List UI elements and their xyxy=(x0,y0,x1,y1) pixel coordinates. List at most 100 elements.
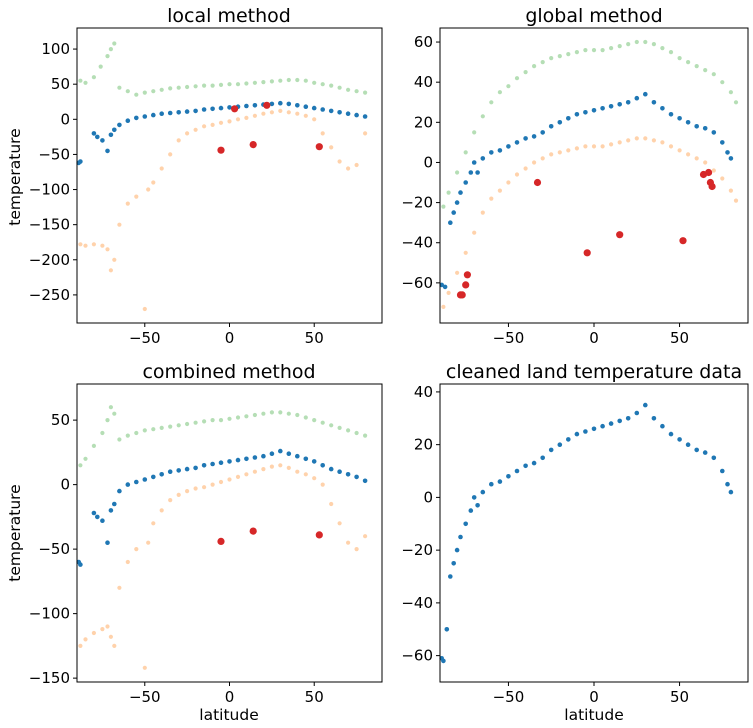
series-outlier xyxy=(456,168,716,299)
data-point-inlier xyxy=(660,106,665,111)
data-point-inlier xyxy=(448,220,453,225)
data-point-lower xyxy=(210,482,215,487)
x-tick-label: 50 xyxy=(305,329,324,347)
y-tick-label: −20 xyxy=(401,194,433,212)
data-point-inlier xyxy=(95,134,100,140)
data-point-lower xyxy=(583,144,588,149)
series-inlier xyxy=(439,91,734,290)
data-point-inlier xyxy=(91,510,97,516)
data-point-inlier xyxy=(458,534,463,540)
data-point-lower xyxy=(591,144,597,149)
data-point-inlier xyxy=(643,402,648,408)
data-point-inlier xyxy=(303,456,309,462)
data-point-lower xyxy=(193,486,198,491)
data-point-lower xyxy=(295,469,300,474)
data-point-upper xyxy=(329,423,334,428)
data-point-inlier xyxy=(531,460,537,466)
data-point-upper xyxy=(227,82,232,87)
data-point-lower xyxy=(312,476,317,481)
data-point-inlier xyxy=(634,95,640,101)
data-point-lower xyxy=(643,136,648,141)
data-point-inlier xyxy=(303,104,309,109)
data-point-inlier xyxy=(91,131,97,136)
data-point-inlier xyxy=(583,110,588,115)
data-point-lower xyxy=(176,492,181,497)
data-point-lower xyxy=(218,479,224,485)
data-point-inlier xyxy=(608,104,614,109)
data-point-inlier xyxy=(660,423,665,429)
data-point-inlier xyxy=(489,150,494,155)
data-point-outlier xyxy=(616,231,624,239)
data-point-upper xyxy=(733,100,739,105)
data-point-inlier xyxy=(244,456,249,462)
data-point-inlier xyxy=(362,114,368,119)
data-point-inlier xyxy=(711,130,717,135)
data-point-lower xyxy=(497,188,502,193)
data-point-lower xyxy=(252,469,257,474)
panel-cleaned-land-temperature-data: cleaned land temperature data latitude −… xyxy=(401,361,749,724)
data-point-inlier xyxy=(506,474,511,479)
data-point-upper xyxy=(303,415,308,420)
x-tick-label: 50 xyxy=(670,329,689,347)
data-point-lower xyxy=(252,113,257,118)
y-tick-label: −60 xyxy=(401,647,433,665)
panel-local-method: local method temperature −50 0 50 100 50 0 −50… xyxy=(6,5,383,347)
x-tick-label: 0 xyxy=(589,329,599,347)
data-point-inlier xyxy=(193,465,198,471)
data-point-upper xyxy=(441,204,446,209)
data-point-lower xyxy=(125,559,130,565)
data-point-upper xyxy=(540,60,545,65)
data-point-upper xyxy=(117,437,122,442)
data-point-inlier xyxy=(95,514,100,520)
data-point-upper xyxy=(286,411,291,416)
data-point-inlier xyxy=(201,107,207,112)
series-lower xyxy=(441,136,739,309)
data-point-lower xyxy=(244,115,249,120)
data-point-lower xyxy=(134,194,139,199)
data-point-inlier xyxy=(112,501,117,507)
data-point-upper xyxy=(193,84,198,89)
data-point-lower xyxy=(105,624,110,629)
data-point-inlier xyxy=(643,91,648,97)
data-point-inlier xyxy=(702,450,708,455)
data-point-upper xyxy=(261,411,266,416)
x-tick-label: −50 xyxy=(493,688,525,706)
x-axis-label: latitude xyxy=(199,706,258,724)
data-point-upper xyxy=(660,46,665,51)
series-inlier xyxy=(76,448,368,567)
series-outlier xyxy=(217,101,323,154)
data-point-inlier xyxy=(176,110,181,115)
data-point-inlier xyxy=(286,101,292,107)
data-point-inlier xyxy=(100,518,105,523)
data-point-upper xyxy=(609,46,614,51)
data-point-inlier xyxy=(497,479,503,484)
y-tick-label: −100 xyxy=(29,181,70,199)
data-point-lower xyxy=(261,467,266,472)
data-point-upper xyxy=(125,89,130,94)
data-point-inlier xyxy=(583,429,588,434)
chart-title: cleaned land temperature data xyxy=(446,361,742,383)
x-tick-label: 50 xyxy=(305,688,324,706)
data-point-upper xyxy=(261,80,266,85)
data-point-lower xyxy=(108,268,113,273)
data-point-upper xyxy=(320,82,325,87)
data-point-inlier xyxy=(685,442,691,448)
data-point-inlier xyxy=(354,474,359,480)
data-point-inlier xyxy=(261,453,266,459)
data-point-inlier xyxy=(227,459,232,464)
data-point-upper xyxy=(446,190,451,195)
data-point-lower xyxy=(463,250,468,255)
data-point-lower xyxy=(441,304,446,309)
data-point-lower xyxy=(363,131,368,136)
data-point-upper xyxy=(591,48,597,53)
y-tick-label: −50 xyxy=(38,145,70,163)
data-point-upper xyxy=(142,90,147,95)
data-point-outlier xyxy=(458,291,466,299)
data-point-inlier xyxy=(523,463,528,469)
y-tick-label: 20 xyxy=(414,436,433,454)
data-point-upper xyxy=(210,83,215,88)
data-point-upper xyxy=(711,72,716,77)
data-point-lower xyxy=(686,152,691,157)
data-point-inlier xyxy=(548,447,554,453)
